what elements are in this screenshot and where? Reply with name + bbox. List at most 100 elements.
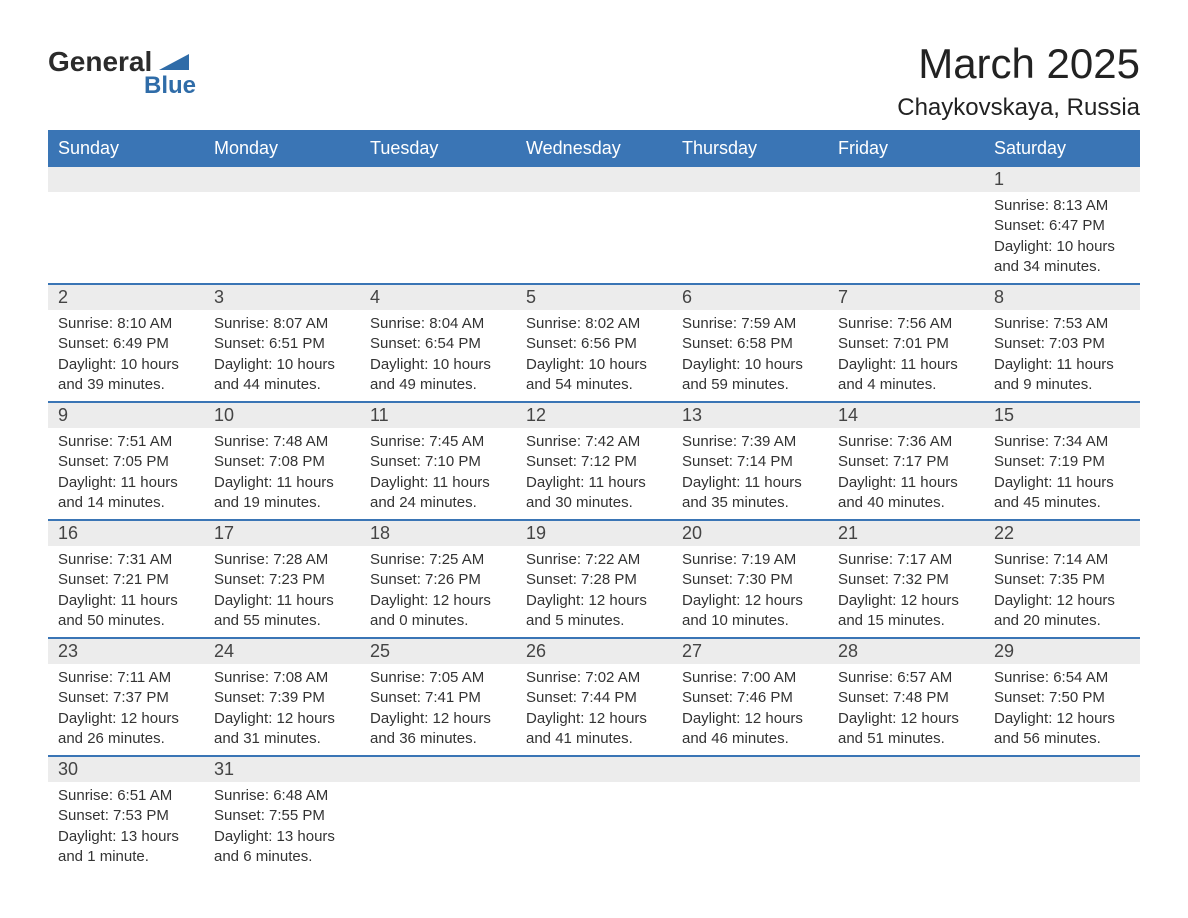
day-number: 17 xyxy=(204,520,360,546)
day-line: and 15 minutes. xyxy=(838,611,974,631)
day-number-row: 9101112131415 xyxy=(48,402,1140,428)
day-line: Sunrise: 7:48 AM xyxy=(214,432,350,452)
day-number xyxy=(672,166,828,192)
day-number-row: 23242526272829 xyxy=(48,638,1140,664)
day-cell: Sunrise: 7:36 AMSunset: 7:17 PMDaylight:… xyxy=(828,428,984,520)
day-line: and 14 minutes. xyxy=(58,493,194,513)
day-number: 27 xyxy=(672,638,828,664)
day-line: Sunset: 7:44 PM xyxy=(526,688,662,708)
day-line: and 1 minute. xyxy=(58,847,194,867)
day-number xyxy=(204,166,360,192)
day-line: Sunset: 7:08 PM xyxy=(214,452,350,472)
day-line: Sunrise: 6:51 AM xyxy=(58,786,194,806)
day-line: Daylight: 10 hours xyxy=(58,355,194,375)
logo: General Blue xyxy=(48,48,196,100)
day-content-row: Sunrise: 7:51 AMSunset: 7:05 PMDaylight:… xyxy=(48,428,1140,520)
day-line: Sunset: 7:50 PM xyxy=(994,688,1130,708)
day-cell: Sunrise: 7:59 AMSunset: 6:58 PMDaylight:… xyxy=(672,310,828,402)
day-cell xyxy=(360,782,516,873)
day-number-row: 16171819202122 xyxy=(48,520,1140,546)
day-number xyxy=(984,756,1140,782)
day-line: Sunset: 7:12 PM xyxy=(526,452,662,472)
day-cell xyxy=(984,782,1140,873)
day-line: Daylight: 12 hours xyxy=(370,591,506,611)
day-line: Daylight: 12 hours xyxy=(994,709,1130,729)
day-line: and 59 minutes. xyxy=(682,375,818,395)
day-line: Sunrise: 7:05 AM xyxy=(370,668,506,688)
day-number: 5 xyxy=(516,284,672,310)
day-line: Sunrise: 8:07 AM xyxy=(214,314,350,334)
day-line: Sunrise: 7:14 AM xyxy=(994,550,1130,570)
day-line: Daylight: 12 hours xyxy=(526,591,662,611)
day-line: Sunrise: 7:22 AM xyxy=(526,550,662,570)
day-line: Sunrise: 7:19 AM xyxy=(682,550,818,570)
day-line: Sunset: 7:14 PM xyxy=(682,452,818,472)
day-line: Sunrise: 7:28 AM xyxy=(214,550,350,570)
day-line: Sunrise: 6:48 AM xyxy=(214,786,350,806)
day-line: and 54 minutes. xyxy=(526,375,662,395)
weekday-header: Tuesday xyxy=(360,131,516,166)
day-cell: Sunrise: 7:05 AMSunset: 7:41 PMDaylight:… xyxy=(360,664,516,756)
day-line: Sunrise: 7:59 AM xyxy=(682,314,818,334)
day-line: Sunset: 7:46 PM xyxy=(682,688,818,708)
day-number: 1 xyxy=(984,166,1140,192)
day-line: and 36 minutes. xyxy=(370,729,506,749)
day-line: Daylight: 11 hours xyxy=(838,355,974,375)
weekday-header: Monday xyxy=(204,131,360,166)
day-line: and 30 minutes. xyxy=(526,493,662,513)
day-line: Sunset: 6:47 PM xyxy=(994,216,1130,236)
day-cell: Sunrise: 7:08 AMSunset: 7:39 PMDaylight:… xyxy=(204,664,360,756)
day-cell xyxy=(828,192,984,284)
day-line: Sunrise: 7:31 AM xyxy=(58,550,194,570)
day-line: Sunrise: 7:39 AM xyxy=(682,432,818,452)
day-line: Daylight: 13 hours xyxy=(58,827,194,847)
day-line: Sunset: 7:35 PM xyxy=(994,570,1130,590)
day-line: Sunset: 6:56 PM xyxy=(526,334,662,354)
day-line: and 46 minutes. xyxy=(682,729,818,749)
day-cell xyxy=(672,192,828,284)
day-line: Sunrise: 7:17 AM xyxy=(838,550,974,570)
title-location: Chaykovskaya, Russia xyxy=(897,94,1140,122)
day-number: 8 xyxy=(984,284,1140,310)
day-line: Sunrise: 7:34 AM xyxy=(994,432,1130,452)
day-line: Sunrise: 7:11 AM xyxy=(58,668,194,688)
day-line: Sunset: 7:21 PM xyxy=(58,570,194,590)
day-number: 10 xyxy=(204,402,360,428)
day-content-row: Sunrise: 6:51 AMSunset: 7:53 PMDaylight:… xyxy=(48,782,1140,873)
day-line: Sunset: 6:51 PM xyxy=(214,334,350,354)
day-line: Sunset: 7:10 PM xyxy=(370,452,506,472)
day-line: Daylight: 11 hours xyxy=(214,473,350,493)
day-line: Sunset: 7:17 PM xyxy=(838,452,974,472)
day-content-row: Sunrise: 8:13 AMSunset: 6:47 PMDaylight:… xyxy=(48,192,1140,284)
day-cell xyxy=(516,782,672,873)
day-line: and 55 minutes. xyxy=(214,611,350,631)
day-cell: Sunrise: 7:42 AMSunset: 7:12 PMDaylight:… xyxy=(516,428,672,520)
day-number: 20 xyxy=(672,520,828,546)
day-line: Sunrise: 8:04 AM xyxy=(370,314,506,334)
day-cell xyxy=(516,192,672,284)
day-cell: Sunrise: 7:34 AMSunset: 7:19 PMDaylight:… xyxy=(984,428,1140,520)
day-cell: Sunrise: 7:48 AMSunset: 7:08 PMDaylight:… xyxy=(204,428,360,520)
day-line: Sunset: 7:19 PM xyxy=(994,452,1130,472)
day-cell: Sunrise: 7:17 AMSunset: 7:32 PMDaylight:… xyxy=(828,546,984,638)
day-cell: Sunrise: 8:02 AMSunset: 6:56 PMDaylight:… xyxy=(516,310,672,402)
day-line: and 24 minutes. xyxy=(370,493,506,513)
day-number: 11 xyxy=(360,402,516,428)
day-line: Sunset: 7:05 PM xyxy=(58,452,194,472)
day-number: 14 xyxy=(828,402,984,428)
day-cell xyxy=(672,782,828,873)
day-line: Daylight: 12 hours xyxy=(370,709,506,729)
day-line: Daylight: 11 hours xyxy=(526,473,662,493)
day-line: Daylight: 11 hours xyxy=(58,473,194,493)
day-line: Daylight: 10 hours xyxy=(526,355,662,375)
day-line: Daylight: 10 hours xyxy=(682,355,818,375)
day-line: Sunset: 7:41 PM xyxy=(370,688,506,708)
day-line: Sunrise: 8:13 AM xyxy=(994,196,1130,216)
day-number: 7 xyxy=(828,284,984,310)
day-number: 21 xyxy=(828,520,984,546)
day-line: Sunrise: 7:42 AM xyxy=(526,432,662,452)
day-line: Sunrise: 7:36 AM xyxy=(838,432,974,452)
day-cell: Sunrise: 6:48 AMSunset: 7:55 PMDaylight:… xyxy=(204,782,360,873)
weekday-header: Sunday xyxy=(48,131,204,166)
day-line: Daylight: 12 hours xyxy=(214,709,350,729)
